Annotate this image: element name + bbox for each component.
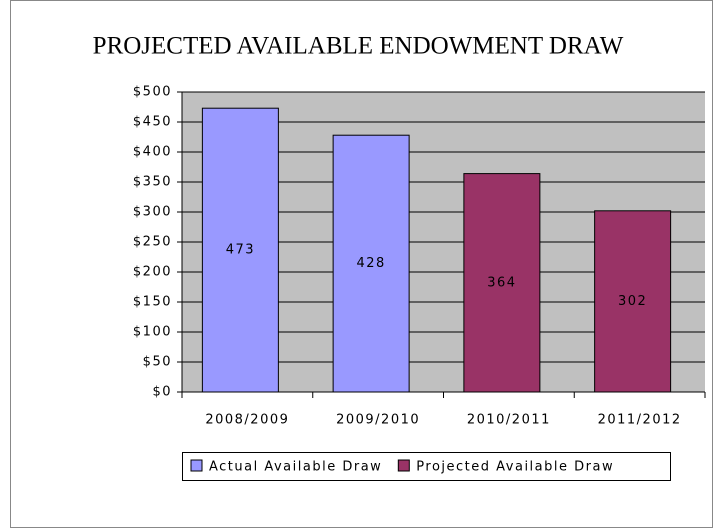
legend-swatch — [397, 459, 410, 472]
data-label: 364 — [487, 275, 516, 290]
y-tick-label: $0 — [152, 385, 172, 400]
bar — [594, 210, 672, 393]
y-tick-label: $100 — [133, 325, 172, 340]
legend-label: Projected Available Draw — [416, 460, 614, 475]
y-tick-label: $200 — [133, 265, 172, 280]
data-label: 473 — [226, 243, 255, 258]
data-label: 428 — [356, 256, 385, 271]
y-tick-label: $500 — [133, 85, 172, 100]
y-tick-label: $300 — [133, 205, 172, 220]
x-tick-label: 2009/2010 — [336, 413, 420, 428]
x-tick-label: 2011/2012 — [598, 413, 682, 428]
x-tick-label: 2010/2011 — [467, 413, 551, 428]
y-tick-label: $400 — [133, 145, 172, 160]
legend-box — [182, 452, 671, 481]
y-tick-label: $150 — [133, 295, 172, 310]
data-label: 302 — [618, 294, 647, 309]
bar — [201, 107, 279, 393]
y-tick-label: $350 — [133, 175, 172, 190]
y-tick-label: $50 — [143, 355, 172, 370]
y-tick-label: $250 — [133, 235, 172, 250]
legend-label: Actual Available Draw — [209, 460, 382, 475]
bar — [463, 173, 541, 393]
chart-title: PROJECTED AVAILABLE ENDOWMENT DRAW — [93, 33, 624, 60]
x-tick-label: 2008/2009 — [205, 413, 289, 428]
bar — [332, 134, 410, 393]
legend-swatch — [190, 459, 203, 472]
y-tick-label: $450 — [133, 115, 172, 130]
